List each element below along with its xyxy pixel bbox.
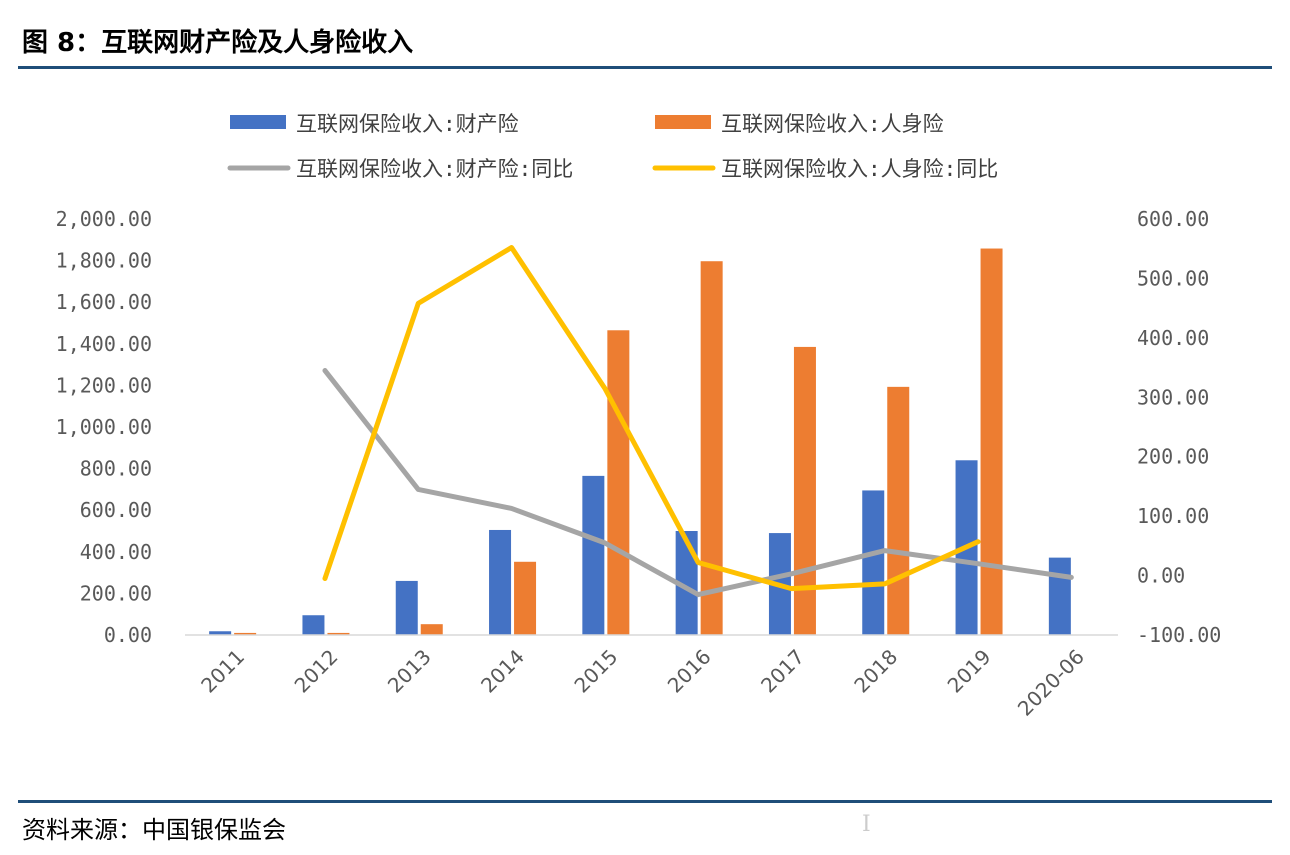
y-left-tick-label: 1,000.00 <box>56 415 152 439</box>
y-right-tick-label: 400.00 <box>1137 326 1209 350</box>
legend-label: 互联网保险收入:财产险:同比 <box>296 157 573 181</box>
top-divider <box>18 66 1272 69</box>
y-left-tick-label: 1,200.00 <box>56 373 152 397</box>
y-right-tick-label: 100.00 <box>1137 504 1209 528</box>
legend-swatch <box>230 115 286 129</box>
x-tick-label: 2015 <box>569 645 622 698</box>
y-axis-left: 0.00 200.00 400.00 600.00 800.00 1,000.00 1,20… <box>56 207 152 647</box>
x-tick-label: 2014 <box>476 645 529 698</box>
x-tick-label: 2013 <box>383 645 436 698</box>
x-tick-label: 2019 <box>943 645 996 698</box>
bar-property-2011 <box>209 631 232 635</box>
bars <box>209 248 1071 635</box>
bar-life-2019 <box>980 248 1003 635</box>
y-right-tick-label: 300.00 <box>1137 385 1209 409</box>
x-tick-label: 2018 <box>849 645 902 698</box>
y-right-tick-label: 0.00 <box>1137 564 1185 588</box>
bar-property-2016 <box>675 531 698 635</box>
y-left-tick-label: 800.00 <box>80 457 152 481</box>
y-left-tick-label: 1,400.00 <box>56 332 152 356</box>
x-tick-label: 2017 <box>756 645 809 698</box>
y-left-tick-label: 0.00 <box>104 623 152 647</box>
x-tick-label: 2016 <box>663 645 716 698</box>
x-tick-label: 2020-06 <box>1013 645 1089 721</box>
y-right-tick-label: 200.00 <box>1137 445 1209 469</box>
bar-life-2012 <box>327 632 350 635</box>
bar-life-2018 <box>887 386 910 635</box>
bar-life-2014 <box>514 561 537 635</box>
y-left-tick-label: 400.00 <box>80 540 152 564</box>
figure-title: 图 8：互联网财产险及人身险收入 <box>22 28 414 58</box>
legend-swatch <box>655 115 711 129</box>
y-right-tick-label: -100.00 <box>1137 623 1221 647</box>
legend-label: 互联网保险收入:人身险:同比 <box>721 157 998 181</box>
x-tick-label: 2012 <box>290 645 343 698</box>
legend-label: 互联网保险收入:人身险 <box>721 112 944 136</box>
text-cursor: I <box>862 812 871 837</box>
legend-label: 互联网保险收入:财产险 <box>296 112 519 136</box>
bar-life-2011 <box>234 632 257 635</box>
y-right-tick-label: 600.00 <box>1137 207 1209 231</box>
source-note: 资料来源：中国银保监会 <box>22 816 286 844</box>
bar-life-2013 <box>420 624 443 635</box>
line-property-yoy <box>322 368 1074 598</box>
y-axis-right: -100.00 0.00 100.00 200.00 300.00 400.00 500.0… <box>1137 207 1221 647</box>
bar-property-2012 <box>302 615 325 635</box>
x-tick-label: 2011 <box>196 645 249 698</box>
bar-life-2017 <box>793 346 816 635</box>
y-left-tick-label: 1,600.00 <box>56 290 152 314</box>
y-left-tick-label: 2,000.00 <box>56 207 152 231</box>
bar-property-2014 <box>489 529 512 635</box>
bar-property-2018 <box>862 490 885 635</box>
bar-life-2016 <box>700 261 723 635</box>
bar-property-2020-06 <box>1048 557 1071 635</box>
y-left-tick-label: 1,800.00 <box>56 249 152 273</box>
bar-life-2015 <box>607 330 630 635</box>
bar-property-2013 <box>395 580 418 635</box>
lines <box>322 245 1074 598</box>
bar-property-2015 <box>582 475 605 635</box>
x-axis-ticks: 2011 2012 2013 2014 2015 2016 2017 2018 2019 2020… <box>196 645 1089 721</box>
y-left-tick-label: 200.00 <box>80 581 152 605</box>
bottom-divider <box>18 800 1272 803</box>
y-left-tick-label: 600.00 <box>80 498 152 522</box>
y-right-tick-label: 500.00 <box>1137 266 1209 290</box>
line-life-yoy <box>322 245 981 592</box>
